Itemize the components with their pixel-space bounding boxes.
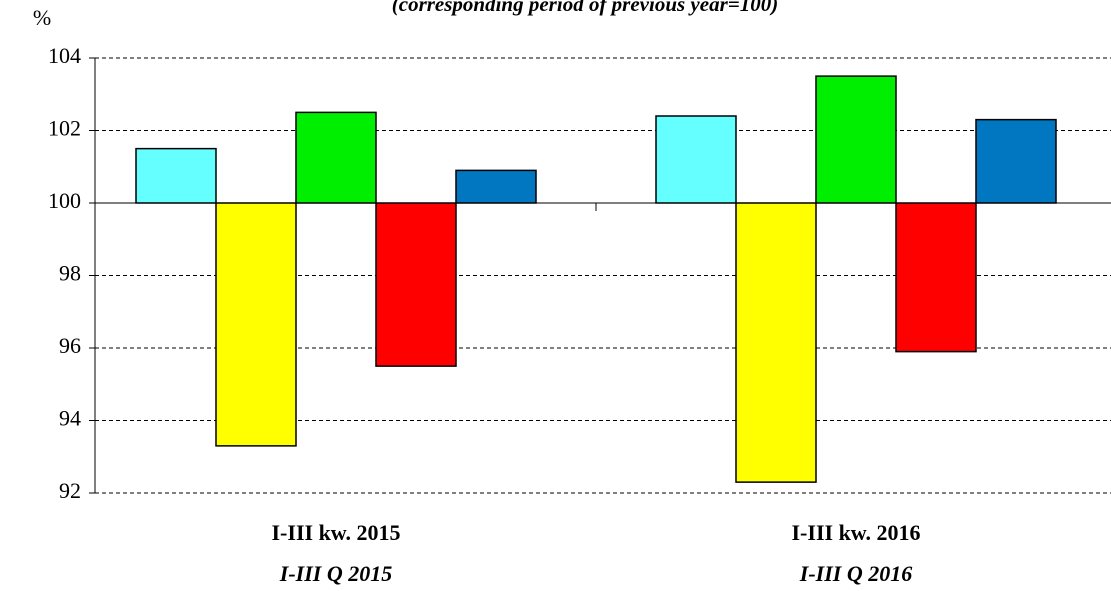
bar	[295, 111, 377, 204]
bar	[215, 202, 297, 447]
y-tick-label: 100	[48, 188, 81, 213]
bar	[895, 202, 977, 353]
bar	[375, 202, 457, 367]
x-tick-sublabel: I-III Q 2016	[799, 561, 912, 586]
bar	[815, 75, 897, 204]
x-tick-label: I-III kw. 2016	[792, 520, 921, 545]
bar	[135, 147, 217, 204]
y-tick-label: 92	[59, 478, 81, 503]
chart-subtitle: (corresponding period of previous year=1…	[392, 0, 778, 16]
y-tick-label: 94	[59, 406, 81, 431]
x-tick-sublabel: I-III Q 2015	[279, 561, 392, 586]
bar	[975, 118, 1057, 204]
y-axis-label: %	[33, 5, 51, 30]
bar	[455, 169, 537, 204]
x-tick-label: I-III kw. 2015	[272, 520, 401, 545]
bar	[735, 202, 817, 483]
bar	[655, 115, 737, 204]
y-tick-label: 96	[59, 333, 81, 358]
y-tick-label: 98	[59, 261, 81, 286]
y-tick-label: 102	[48, 116, 81, 141]
y-tick-label: 104	[48, 43, 81, 68]
